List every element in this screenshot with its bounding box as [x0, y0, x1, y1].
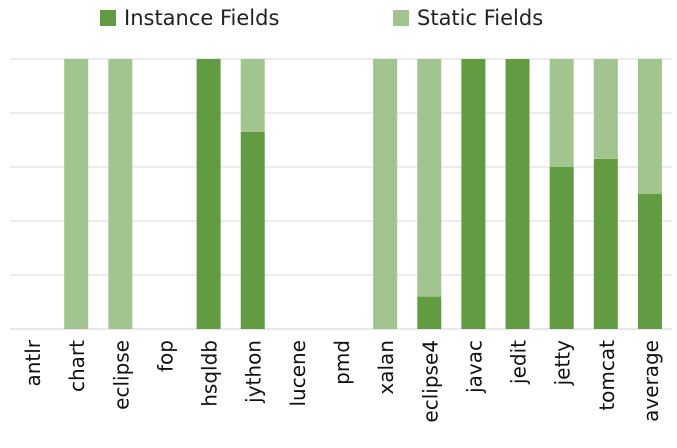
bar-instance-javac: [461, 59, 486, 329]
x-tick-label-jedit: jedit: [507, 340, 531, 385]
bar-static-eclipse4: [417, 59, 442, 297]
bar-static-jython: [240, 59, 265, 132]
legend-item-static-fields: Static Fields: [393, 6, 543, 30]
x-tick-label-average: average: [639, 340, 663, 422]
bar-instance-jetty: [549, 167, 574, 329]
bar-instance-eclipse4: [417, 296, 442, 329]
bar-instance-hsqldb: [196, 59, 221, 329]
x-tick-label-hsqldb: hsqldb: [198, 340, 222, 407]
bar-static-xalan: [373, 59, 398, 329]
bar-instance-tomcat: [593, 158, 618, 329]
x-tick-label-eclipse: eclipse: [109, 340, 133, 410]
x-tick-label-lucene: lucene: [286, 340, 310, 407]
x-tick-label-javac: javac: [462, 340, 486, 394]
bar-static-eclipse: [108, 59, 133, 329]
legend-swatch-instance-fields: [100, 10, 116, 26]
legend-item-instance-fields: Instance Fields: [100, 6, 279, 30]
bar-instance-average: [637, 194, 662, 329]
x-tick-label-xalan: xalan: [374, 340, 398, 395]
legend-swatch-static-fields: [393, 10, 409, 26]
legend-label-instance-fields: Instance Fields: [124, 6, 280, 30]
bar-static-chart: [64, 59, 89, 329]
legend: Instance Fields Static Fields: [0, 6, 677, 34]
x-tick-label-fop: fop: [153, 340, 177, 372]
x-tick-label-antlr: antlr: [21, 339, 45, 386]
bar-static-jetty: [549, 59, 574, 167]
x-tick-label-jetty: jetty: [551, 340, 575, 387]
bar-static-tomcat: [593, 59, 618, 159]
legend-label-static-fields: Static Fields: [417, 6, 544, 30]
x-tick-label-chart: chart: [65, 340, 89, 392]
x-tick-label-tomcat: tomcat: [595, 340, 619, 411]
bar-static-average: [637, 59, 662, 194]
x-tick-label-eclipse4: eclipse4: [418, 340, 442, 423]
x-tick-label-jython: jython: [242, 340, 266, 404]
bar-instance-jython: [240, 131, 265, 329]
bar-instance-jedit: [505, 59, 530, 329]
x-tick-label-pmd: pmd: [330, 340, 354, 385]
